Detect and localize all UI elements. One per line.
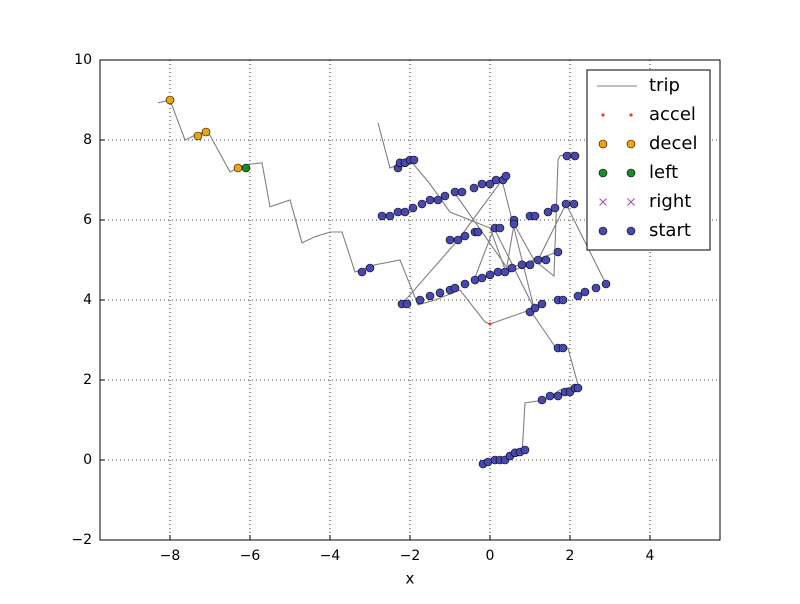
x-tick-label: −2 [400,548,421,564]
legend-swatch [598,139,608,149]
legend-label: accel [649,104,696,125]
y-tick-label: 6 [83,212,92,228]
legend-box [586,69,711,251]
point [509,219,519,229]
legend-swatch [626,226,636,236]
point [580,287,590,297]
x-tick-label: 0 [486,548,495,564]
legend-label: start [649,220,691,241]
point [425,195,435,205]
point [365,263,375,273]
point [507,263,517,273]
legend-swatch [627,198,635,206]
point [400,207,410,217]
legend-swatch [598,226,608,236]
point [402,299,412,309]
point [377,211,387,221]
point [241,163,251,173]
point [541,255,551,265]
point [417,199,427,209]
point [573,291,583,301]
point [550,203,560,213]
ticks: −8 −6 −4 −2 0 2 4 −2 0 2 4 6 8 10 [71,52,654,564]
point [525,260,535,270]
point [433,195,443,205]
point [545,391,555,401]
point [533,255,543,265]
point [385,211,395,221]
point [445,235,455,245]
legend-label: decel [649,133,697,154]
point [558,295,568,305]
point [520,445,530,455]
y-tick-label: 4 [83,292,92,308]
point [537,299,547,309]
point [530,303,540,313]
legend-swatch [599,198,607,206]
legend-label: left [649,162,678,183]
point [425,291,435,301]
point [408,203,418,213]
point [453,235,463,245]
x-tick-label: 2 [566,548,575,564]
point [517,260,527,270]
legend-label: trip [649,75,680,96]
point [591,283,601,293]
point [485,179,495,189]
point [501,171,511,181]
legend-swatch [629,113,633,117]
legend-label: right [649,191,691,212]
point [477,179,487,189]
point [201,127,211,137]
point [460,231,470,241]
plot-marks [157,95,611,469]
y-tick-label: 8 [83,132,92,148]
point [473,227,483,237]
point [477,273,487,283]
point [543,207,553,217]
legend-swatch [601,113,605,117]
point [485,270,495,280]
point [537,395,547,405]
point [553,391,563,401]
point [409,155,419,165]
legend-swatch [626,168,636,178]
x-tick-label: −4 [320,548,341,564]
point [435,288,445,298]
point [415,295,425,305]
point [562,151,572,161]
legend-swatch [598,168,608,178]
point [570,151,580,161]
point [233,163,243,173]
x-tick-label: 4 [646,548,655,564]
x-tick-label: −8 [160,548,181,564]
point [601,279,611,289]
point [495,223,505,233]
point [488,322,492,326]
point [460,279,470,289]
point [165,95,175,105]
point [558,343,568,353]
point [553,247,563,257]
point [530,211,540,221]
legend-swatch [626,139,636,149]
point [193,131,203,141]
point [450,283,460,293]
point [500,267,510,277]
y-tick-label: −2 [71,532,92,548]
point [440,191,450,201]
y-tick-label: 0 [83,452,92,468]
point [569,199,579,209]
point [457,187,467,197]
legend: trip accel decel left right start [586,69,711,251]
x-tick-label: −6 [240,548,261,564]
x-axis-label: x [406,570,415,588]
point [469,183,479,193]
y-tick-label: 2 [83,372,92,388]
point [357,267,367,277]
y-tick-label: 10 [74,52,92,68]
point [573,383,583,393]
point [561,199,571,209]
